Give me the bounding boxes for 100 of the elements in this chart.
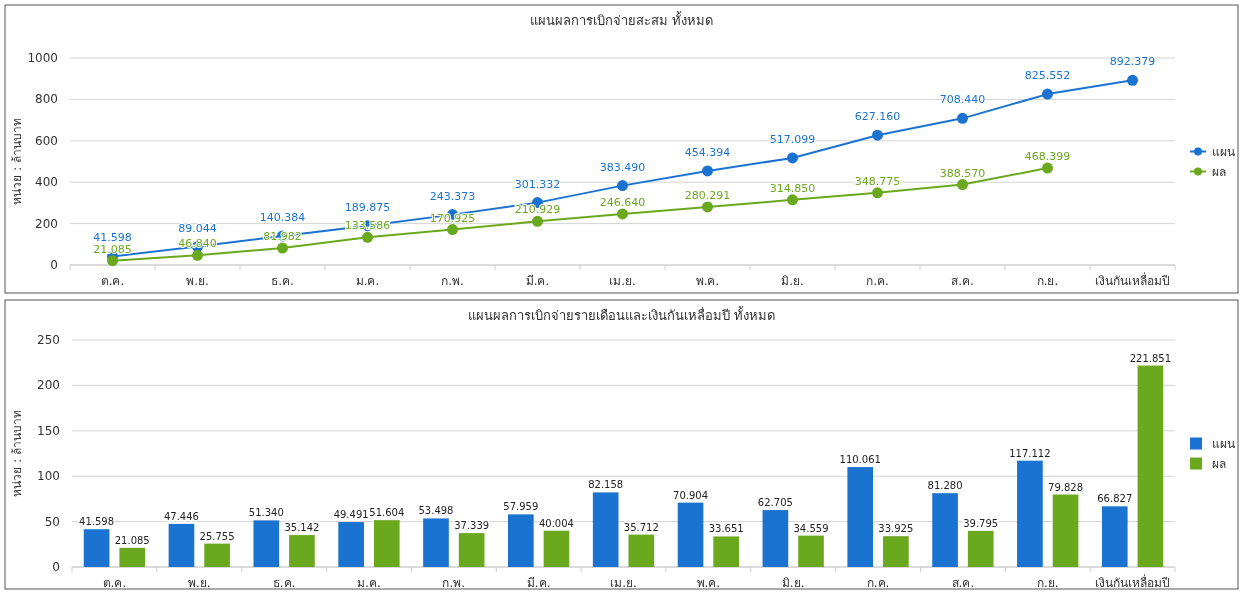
data-label: 33.651 [708,523,744,535]
bar [338,522,364,567]
bar [677,502,704,567]
data-label: 189.875 [344,200,391,214]
bar [168,523,195,567]
x-tick-label: มิ.ย. [781,274,804,288]
point [872,129,883,141]
x-tick-label: ธ.ค. [271,274,294,288]
x-tick-label: ม.ค. [357,576,381,590]
y-tick-label: 600 [35,133,58,148]
bar [713,536,739,567]
data-label: 41.598 [79,516,115,528]
x-tick-label: ก.พ. [442,576,466,590]
x-tick-label: ส.ค. [951,274,974,288]
bar [289,535,315,567]
data-label: 117.112 [1009,447,1051,459]
data-label: 34.559 [793,522,829,534]
bar [1052,494,1079,567]
bar [1017,460,1043,567]
y-tick-label: 800 [35,92,58,107]
legend-label: ผล [1212,164,1226,179]
bar [253,520,280,567]
point [702,201,713,213]
x-tick-label: ก.ย. [1036,274,1059,288]
bar [847,467,874,567]
data-label: 49.491 [333,509,369,521]
bar [423,518,449,567]
data-label: 41.598 [93,231,132,245]
data-label: 33.925 [878,523,914,535]
bar [1137,365,1164,567]
bar [458,533,485,567]
bar [883,536,909,567]
data-label: 79.828 [1048,481,1084,493]
data-label: 53.498 [418,505,454,517]
x-tick-label: เม.ย. [609,274,636,288]
x-tick-label: ม.ค. [355,274,380,288]
data-label: 825.552 [1024,69,1071,83]
bar [204,543,230,567]
data-label: 348.775 [854,174,901,188]
point [107,255,118,267]
data-label: 57.959 [503,501,539,513]
x-tick-label: พ.ค. [695,274,720,288]
data-label: 140.384 [259,210,306,224]
data-label: 210.929 [514,203,561,217]
y-tick-label: 100 [37,469,60,484]
point [617,180,628,192]
chart-title: แผนผลการเบิกจ่ายสะสม ทั้งหมด [529,11,714,28]
x-tick-label: ต.ค. [102,576,127,590]
data-label: 627.160 [854,110,901,124]
data-label: 35.142 [284,522,320,534]
legend-label: ผล [1212,456,1226,471]
data-label: 35.712 [623,521,659,533]
data-label: 25.755 [199,530,235,542]
point [957,179,968,191]
data-label: 246.640 [599,195,646,209]
x-tick-label: ก.พ. [441,274,464,288]
data-label: 517.099 [769,132,816,146]
legend-label: แผน [1212,144,1235,159]
point [787,194,798,206]
bar [628,534,655,567]
data-label: 51.340 [248,507,284,519]
bar [592,492,619,567]
point [277,242,288,254]
bar [508,514,534,567]
data-label: 280.291 [684,188,731,202]
bar [83,529,110,567]
bar [119,547,146,567]
data-label: 468.399 [1024,150,1071,164]
point [532,215,543,227]
data-label: 62.705 [757,497,793,509]
data-label: 301.332 [514,177,561,191]
data-label: 383.490 [599,160,646,174]
point [872,187,883,199]
data-label: 314.850 [769,181,816,195]
x-tick-label: ธ.ค. [272,576,296,590]
data-label: 89.044 [178,221,217,235]
x-tick-label: เม.ย. [610,576,637,590]
bar [762,510,789,567]
y-axis-title: หน่วย : ล้านบาท [10,118,24,205]
x-tick-label: ก.ค. [866,274,889,288]
data-label: 70.904 [673,489,709,501]
y-tick-label: 1000 [27,51,58,65]
data-label: 81.280 [927,480,963,492]
legend-label: แผน [1212,436,1235,451]
bar [373,520,400,567]
y-tick-label: 0 [50,258,58,272]
y-tick-label: 200 [35,216,58,231]
data-label: 454.394 [684,145,731,159]
data-label: 82.158 [588,479,624,491]
y-tick-label: 150 [37,423,60,438]
point [1042,88,1053,100]
data-label: 221.851 [1129,352,1172,364]
x-tick-label: พ.ย. [186,274,209,288]
x-tick-label: เงินกันเหลื่อมปี [1095,272,1170,288]
point [447,224,458,236]
point [787,152,798,164]
data-label: 21.085 [93,242,132,256]
point [957,112,968,124]
bar [967,530,994,567]
bar [798,535,824,567]
